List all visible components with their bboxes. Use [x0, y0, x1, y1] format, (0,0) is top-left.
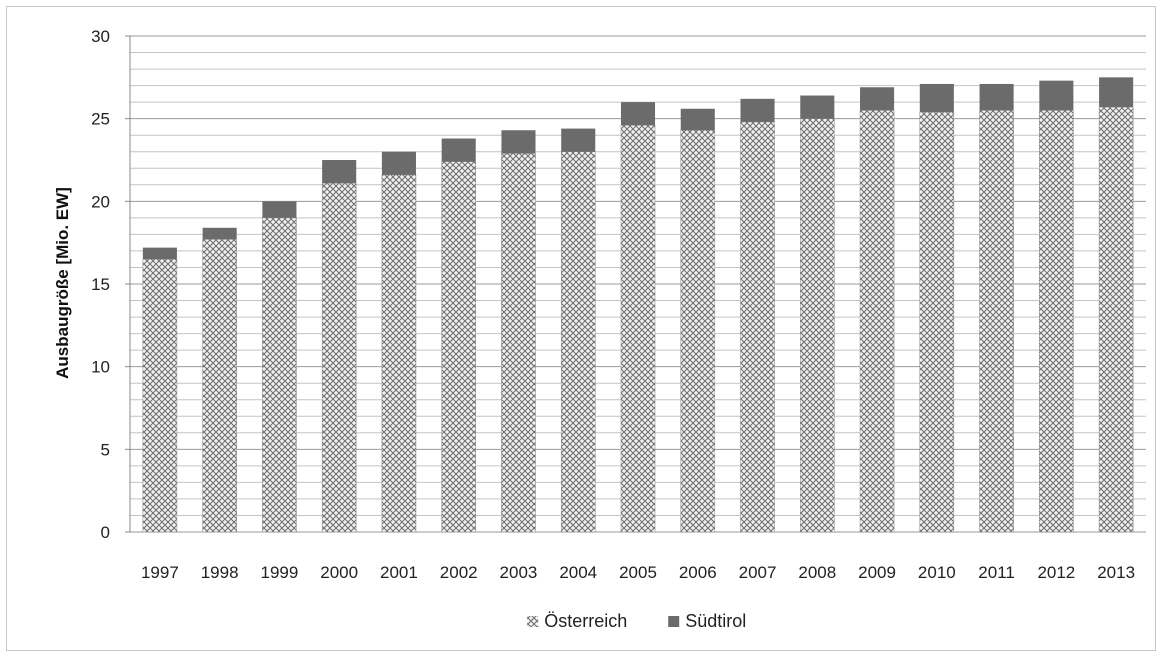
bar-segment-s-dtirol-2009 — [860, 87, 895, 111]
x-tick-label: 2003 — [500, 563, 538, 582]
legend-swatch — [668, 616, 680, 627]
bars — [142, 77, 1134, 533]
x-tick-label: 2013 — [1097, 563, 1135, 582]
bar-segment-s-dtirol-2004 — [561, 128, 596, 152]
x-tick-label: 2010 — [918, 563, 956, 582]
x-tick-label: 2007 — [739, 563, 777, 582]
x-tick-label: 1997 — [141, 563, 179, 582]
x-tick-label: 2002 — [440, 563, 478, 582]
x-tick-label: 2000 — [320, 563, 358, 582]
y-tick-label: 15 — [91, 275, 110, 294]
y-tick-label: 0 — [101, 523, 110, 542]
bar-segment-s-dtirol-2008 — [800, 95, 835, 119]
y-axis-title: Ausbaugröße [Mio. EW] — [53, 187, 72, 379]
x-tick-label: 1998 — [201, 563, 239, 582]
bar-segment-s-dtirol-1999 — [262, 201, 297, 218]
bar-segment-s-dtirol-2003 — [501, 130, 536, 154]
bar-segment-s-dtirol-2001 — [381, 151, 416, 175]
x-tick-label: 1999 — [260, 563, 298, 582]
bar-segment--sterreich-2006 — [680, 129, 716, 533]
bar-segment-s-dtirol-2005 — [620, 102, 656, 126]
bar-segment--sterreich-1998 — [202, 239, 237, 533]
bar-segment--sterreich-2001 — [381, 174, 417, 533]
bar-segment--sterreich-2011 — [979, 110, 1014, 533]
bar-segment--sterreich-2012 — [1039, 110, 1074, 533]
y-tick-label: 25 — [91, 110, 110, 129]
x-tick-label: 2006 — [679, 563, 717, 582]
bar-segment-s-dtirol-2002 — [441, 138, 476, 162]
bar-segment--sterreich-2009 — [859, 110, 895, 533]
x-tick-label: 2004 — [559, 563, 597, 582]
axes: 0 5 10 15 20 25 30 1997 1998 1999 2000 2001 2002 2003… — [91, 27, 1135, 582]
bar-segment--sterreich-2004 — [560, 151, 596, 533]
x-tick-label: 2008 — [798, 563, 836, 582]
bar-segment--sterreich-2000 — [321, 182, 357, 533]
bar-segment-s-dtirol-1998 — [202, 227, 237, 240]
x-tick-label: 2011 — [978, 563, 1015, 582]
bar-segment-s-dtirol-2007 — [740, 98, 775, 122]
bar-segment--sterreich-2010 — [919, 111, 955, 533]
legend-label: Österreich — [544, 611, 627, 631]
bar-segment--sterreich-2002 — [441, 161, 476, 533]
y-tick-label: 5 — [101, 440, 110, 459]
x-tick-label: 2012 — [1037, 563, 1075, 582]
bar-segment--sterreich-2003 — [501, 153, 536, 533]
bar-segment-s-dtirol-1997 — [142, 247, 177, 260]
x-tick-label: 2001 — [380, 563, 418, 582]
y-tick-label: 30 — [91, 27, 110, 46]
y-tick-label: 10 — [91, 358, 110, 377]
bar-segment--sterreich-2013 — [1098, 106, 1134, 533]
y-tick-label: 20 — [91, 192, 110, 211]
x-tick-label: 2009 — [858, 563, 896, 582]
bar-segment--sterreich-1997 — [142, 258, 178, 533]
bar-segment-s-dtirol-2000 — [322, 160, 357, 184]
bar-segment-s-dtirol-2011 — [979, 83, 1014, 111]
bar-segment-s-dtirol-2010 — [919, 83, 954, 113]
x-tick-label: 2005 — [619, 563, 657, 582]
bar-segment--sterreich-2007 — [740, 121, 775, 533]
legend: Österreich Südtirol — [527, 611, 746, 631]
bar-segment--sterreich-2005 — [620, 125, 656, 533]
bar-segment-s-dtirol-2012 — [1039, 80, 1074, 111]
legend-swatch — [527, 616, 539, 627]
legend-label: Südtirol — [685, 611, 746, 631]
bar-segment-s-dtirol-2013 — [1099, 77, 1134, 108]
bar-segment--sterreich-1999 — [262, 217, 297, 533]
bar-segment-s-dtirol-2006 — [680, 108, 715, 131]
bar-segment--sterreich-2008 — [800, 118, 835, 533]
